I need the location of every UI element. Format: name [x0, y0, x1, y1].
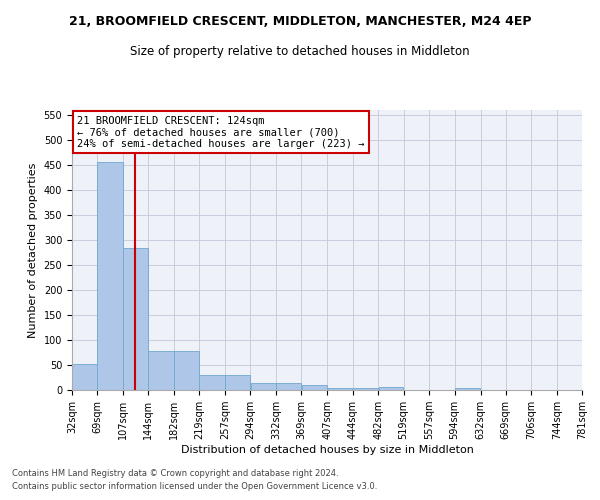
Text: Contains HM Land Registry data © Crown copyright and database right 2024.: Contains HM Land Registry data © Crown c…	[12, 468, 338, 477]
Text: 21 BROOMFIELD CRESCENT: 124sqm
← 76% of detached houses are smaller (700)
24% of: 21 BROOMFIELD CRESCENT: 124sqm ← 76% of …	[77, 116, 365, 149]
X-axis label: Distribution of detached houses by size in Middleton: Distribution of detached houses by size …	[181, 445, 473, 455]
Bar	[97, 162, 123, 390]
Bar	[226, 375, 250, 390]
Bar	[328, 388, 352, 390]
Bar	[199, 375, 225, 390]
Bar	[251, 383, 276, 390]
Text: Size of property relative to detached houses in Middleton: Size of property relative to detached ho…	[130, 45, 470, 58]
Bar	[175, 351, 199, 390]
Bar	[72, 364, 97, 390]
Y-axis label: Number of detached properties: Number of detached properties	[28, 162, 38, 338]
Bar	[455, 388, 481, 390]
Bar	[379, 386, 403, 390]
Bar	[148, 351, 174, 390]
Text: Contains public sector information licensed under the Open Government Licence v3: Contains public sector information licen…	[12, 482, 377, 491]
Bar	[123, 248, 148, 390]
Text: 21, BROOMFIELD CRESCENT, MIDDLETON, MANCHESTER, M24 4EP: 21, BROOMFIELD CRESCENT, MIDDLETON, MANC…	[69, 15, 531, 28]
Bar	[353, 388, 378, 390]
Bar	[277, 383, 301, 390]
Bar	[302, 385, 327, 390]
